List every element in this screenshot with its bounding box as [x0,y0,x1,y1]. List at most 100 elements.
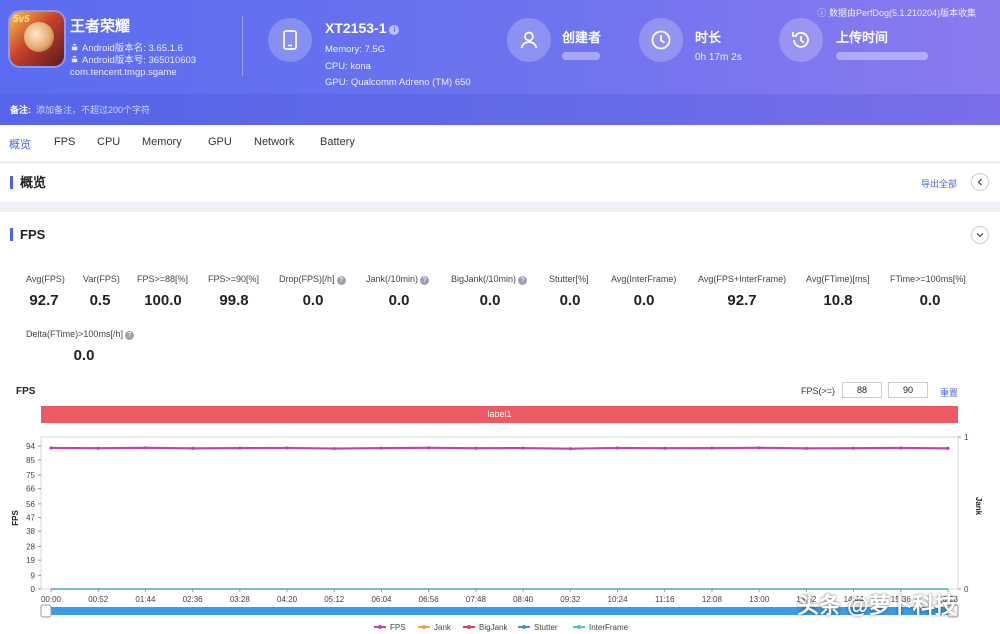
device-gpu: GPU: Qualcomm Adreno (TM) 650 [325,77,471,88]
clock-icon [639,18,683,62]
help-icon[interactable]: ? [124,331,134,340]
help-icon[interactable]: ? [420,276,430,285]
y-tick-label: 19 [26,556,35,565]
fps-point [191,446,195,450]
y-tick-label: 0 [31,585,36,594]
android-icon [71,43,78,51]
fps-point [615,446,620,450]
remark-bar [0,94,1000,125]
chart-title: FPS [16,386,36,397]
x-tick-label: 03:28 [230,595,251,604]
tab-memory[interactable]: Memory [142,136,182,148]
metric-label-text: Avg(InterFrame) [611,274,677,284]
tab-battery[interactable]: Battery [320,136,355,148]
fps-threshold-input-2[interactable]: 90 [888,382,928,398]
fps-point [663,446,667,450]
x-tick-label: 06:56 [419,595,440,604]
collapse-left-button[interactable] [971,173,989,191]
x-tick-label: 12:08 [702,595,723,604]
upload-time-label: 上传时间 [836,30,889,45]
android-version-name-text: Android版本名: 3.65.1.6 [82,43,183,54]
zoom-handle-right [947,604,959,618]
fps-point [757,446,761,450]
tab-network[interactable]: Network [254,136,295,148]
x-tick-label: 01:44 [135,595,156,604]
creator-value-blurred [562,52,600,60]
y-tick-label: 75 [26,471,35,480]
tab-cpu[interactable]: CPU [97,136,121,148]
y2-axis-label: Jank [974,497,983,516]
fps-point [427,446,431,450]
tab-bar: 概览 FPS CPU Memory GPU Network Battery [0,125,1000,161]
chevron-left-icon [977,178,982,186]
header-divider [242,16,243,76]
metric-value: 0.0 [559,292,581,309]
fps-point [49,446,53,450]
help-icon[interactable]: ? [518,276,528,285]
metric-label-text: Drop(FPS)[/h] [279,274,335,284]
metric-value: 99.8 [219,292,249,309]
metric-value: 0.0 [633,292,655,309]
remark-input[interactable]: 添加备注，不超过200个字符 [36,105,151,115]
overview-title: 概览 [10,176,46,189]
metric-label-text: Var(FPS) [83,274,120,284]
fps-point [946,446,950,450]
x-tick-label: 04:20 [277,595,298,604]
x-tick-label: 11:16 [655,595,675,604]
metric-label: FPS>=90[%] [208,274,259,284]
duration-label: 时长 [695,30,722,45]
fps-chart[interactable]: 0 9 19 28 38 47 56 66 75 85 94 0 1 FPS Jank 00:00 00:52 0… [0,428,1000,634]
metric-label-text: Jank(/10min) [366,274,419,284]
fps-point [568,447,572,451]
metric-label-text: FTime>=100ms[%] [890,274,966,284]
device-cpu: CPU: kona [325,61,371,72]
x-tick-label: 14:44 [844,595,865,604]
info-icon[interactable]: i [389,25,400,35]
metric-label-text: BigJank(/10min) [451,274,517,284]
metric-value: 0.0 [73,347,95,364]
metric-value: 0.0 [302,292,324,309]
x-tick-label: 00:52 [88,595,109,604]
metric-value: 92.7 [29,292,59,309]
collect-note: ⓘ 数据由PerfDog(5.1.210204)版本收集 [817,6,976,19]
fps-point [899,446,903,450]
x-tick-label: 05:12 [324,595,345,604]
metric-label: Avg(FPS+InterFrame) [698,274,786,284]
legend-label-jank: Jank [434,623,452,632]
tab-fps[interactable]: FPS [54,136,76,148]
x-tick-label: 09:32 [560,595,581,604]
x-tick-label: 02:36 [183,595,204,604]
fps-point [238,446,242,450]
legend-marker-stutter [522,625,526,629]
reset-link[interactable]: 重置 [940,388,959,398]
package-name: com.tencent.tmgp.sgame [70,67,177,78]
fps-threshold-input-1[interactable]: 88 [842,382,882,398]
fps-point [379,446,384,450]
report-header: 5v5 王者荣耀 Android版本名: 3.65.1.6 Android版本号… [0,0,1000,125]
hero-portrait [24,22,54,52]
x-tick-label: 16:28 [938,595,959,604]
metric-label: Delta(FTime)>100ms[/h]? [26,329,134,340]
help-icon[interactable]: ? [336,276,346,285]
metric-label: Avg(InterFrame) [611,274,676,284]
label-bar[interactable]: label1 [41,406,958,423]
metric-label: BigJank(/10min)? [451,274,528,285]
tab-overview[interactable]: 概览 [9,139,31,151]
export-all-link[interactable]: 导出全部 [921,179,958,189]
fps-point [851,446,856,450]
plot-area [40,436,959,590]
y2-tick-label: 1 [964,433,969,442]
device-icon [268,18,312,62]
y-tick-label: 85 [26,456,35,465]
android-version-code: Android版本号: 365010603 [70,52,196,66]
metric-label-text: Avg(FTime)[ms] [806,274,870,284]
tab-gpu[interactable]: GPU [208,136,232,148]
metric-label: FTime>=100ms[%] [890,274,966,284]
x-tick-label: 15:36 [891,595,912,604]
metric-label: Var(FPS) [83,274,120,284]
metric-label: Avg(FTime)[ms] [806,274,870,284]
collapse-down-button[interactable] [971,226,989,244]
metric-label-text: FPS>=90[%] [208,274,260,284]
remark-label: 备注: [10,105,31,115]
x-tick-label: 10:24 [608,595,629,604]
